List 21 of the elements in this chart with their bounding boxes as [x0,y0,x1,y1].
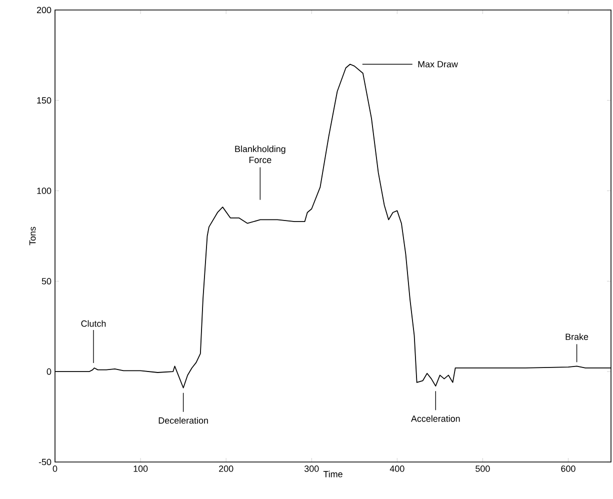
y-tick-label: -50 [38,458,52,466]
annotation: Deceleration [158,417,208,424]
x-tick-label: 400 [390,466,404,472]
x-tick-label: 500 [476,466,490,472]
annotation: Clutch [81,320,106,327]
x-axis-title: Time [323,470,342,478]
y-tick-label: 0 [46,368,52,375]
y-axis-title: Tons [29,226,36,246]
x-tick-label: 0 [52,466,58,472]
annotation: Max Draw [418,61,458,68]
y-tick-label: 200 [36,6,52,14]
annotation: Brake [566,333,588,340]
annotation: Blankholding Force [235,146,286,164]
x-tick-label: 100 [134,466,148,472]
annotation: Acceleration [410,415,460,422]
x-tick-label: 200 [219,466,234,472]
x-tick-label: 300 [304,466,319,472]
y-tick-label: 100 [37,188,52,194]
x-tick-label: 600 [561,466,576,472]
y-tick-label: 50 [42,278,52,284]
y-tick-label: 150 [37,97,52,104]
